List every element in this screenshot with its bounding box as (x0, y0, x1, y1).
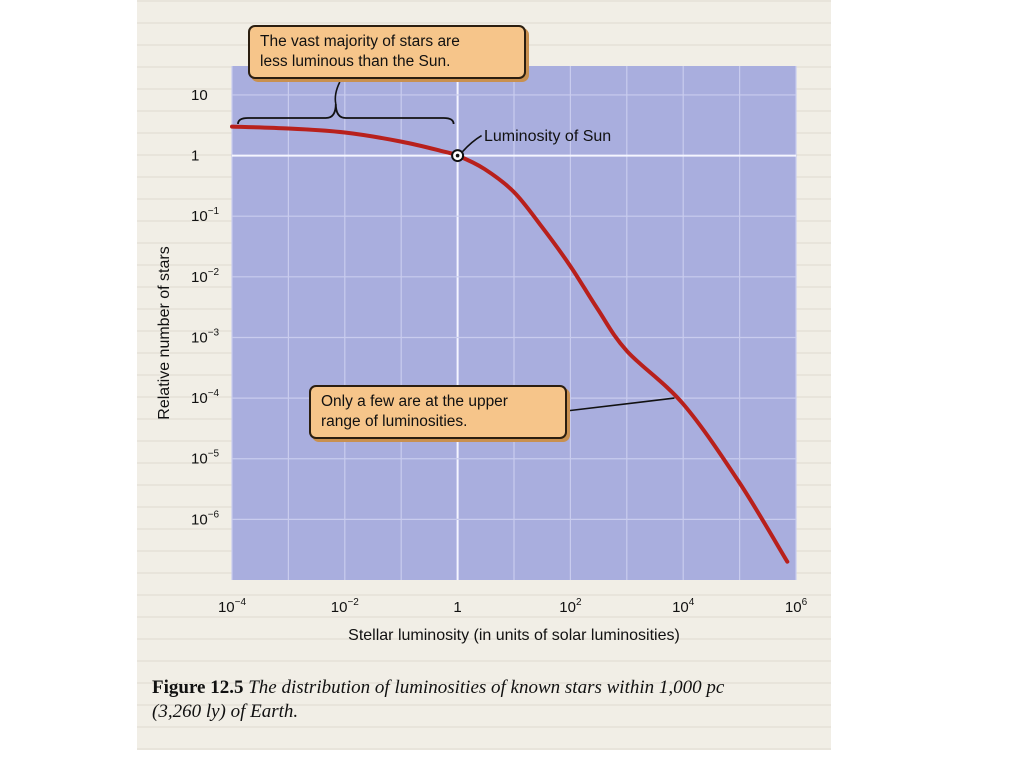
sun-marker (451, 149, 465, 163)
majority-bracket-leader (334, 81, 341, 105)
y-tick-label: 10−2 (191, 267, 220, 286)
y-tick-exponent: −2 (208, 267, 220, 278)
majority-bracket (237, 81, 455, 125)
y-tick-base: 10 (191, 511, 208, 528)
x-tick-base: 10 (331, 599, 348, 616)
grid-lines (231, 66, 797, 580)
x-tick-base: 10 (785, 599, 802, 616)
sun-marker-dot (455, 153, 460, 158)
upper-range-callout-line-1: Only a few are at the upper (321, 393, 508, 410)
upper-range-callout-line-2: range of luminosities. (321, 413, 468, 430)
figure-caption: Figure 12.5 The distribution of luminosi… (152, 676, 752, 724)
x-tick-exponent: 2 (576, 597, 582, 608)
x-tick-exponent: −2 (347, 597, 359, 608)
majority-callout-line-1: The vast majority of stars are (260, 33, 460, 50)
upper-range-callout: Only a few are at the upper range of lum… (309, 385, 567, 439)
sun-leader-line (462, 134, 483, 153)
x-tick-label: 10−4 (218, 597, 247, 616)
x-tick-label: 106 (785, 597, 808, 616)
luminosity-distribution-curve (230, 124, 790, 564)
figure-number: Figure 12.5 (152, 677, 244, 698)
x-tick-exponent: −4 (235, 597, 247, 608)
y-tick-label: 10−1 (191, 206, 220, 225)
y-tick-base: 1 (191, 148, 199, 165)
y-tick-label: 10 (191, 87, 208, 104)
y-tick-label: 10−5 (191, 449, 220, 468)
y-tick-base: 10 (191, 451, 208, 468)
y-tick-exponent: −1 (208, 206, 220, 217)
y-tick-base: 10 (191, 329, 208, 346)
x-tick-base: 10 (218, 599, 235, 616)
x-tick-base: 1 (453, 599, 461, 616)
x-axis-ticks: 10−4 10−2 1 102 104 106 (218, 597, 808, 616)
y-tick-base: 10 (191, 208, 208, 225)
x-tick-label: 1 (453, 599, 461, 616)
x-tick-exponent: 4 (689, 597, 695, 608)
x-tick-exponent: 6 (802, 597, 808, 608)
y-tick-exponent: −5 (208, 449, 220, 460)
x-tick-label: 10−2 (331, 597, 360, 616)
x-tick-label: 104 (672, 597, 695, 616)
figure-caption-text: The distribution of luminosities of know… (152, 677, 725, 722)
x-axis-title: Stellar luminosity (in units of solar lu… (348, 627, 680, 644)
y-tick-base: 10 (191, 87, 208, 104)
y-tick-label: 10−3 (191, 327, 220, 346)
y-tick-label: 10−4 (191, 388, 220, 407)
y-tick-exponent: −6 (208, 509, 220, 520)
y-tick-base: 10 (191, 269, 208, 286)
y-tick-label: 10−6 (191, 509, 220, 528)
majority-callout: The vast majority of stars are less lumi… (248, 25, 526, 79)
y-tick-exponent: −4 (208, 388, 220, 399)
x-tick-label: 102 (559, 597, 582, 616)
majority-callout-line-2: less luminous than the Sun. (260, 53, 451, 70)
upper-range-leader-line (565, 397, 675, 412)
y-tick-label: 1 (191, 148, 199, 165)
sun-label: Luminosity of Sun (484, 128, 611, 145)
y-tick-base: 10 (191, 390, 208, 407)
y-tick-exponent: −3 (208, 327, 220, 338)
x-tick-base: 10 (672, 599, 689, 616)
x-tick-base: 10 (559, 599, 576, 616)
y-axis-title: Relative number of stars (156, 246, 173, 419)
